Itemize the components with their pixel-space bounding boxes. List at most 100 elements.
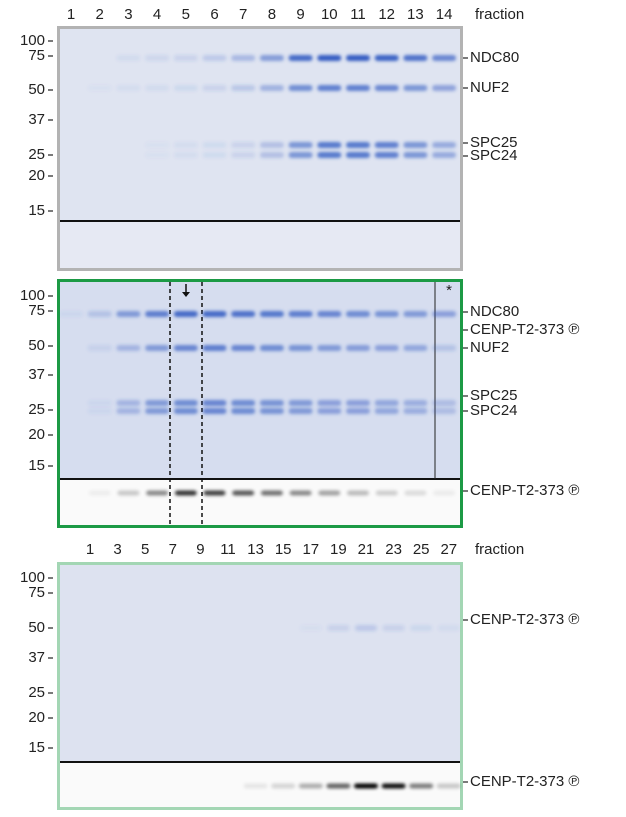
band: [202, 345, 227, 351]
band: [87, 345, 112, 351]
band-label: CENP-T2-373 ℗: [470, 611, 579, 628]
band: [403, 408, 428, 414]
band: [382, 625, 405, 631]
lane-label: 7: [239, 6, 247, 23]
band-label: SPC25: [470, 134, 518, 151]
band: [202, 152, 227, 158]
band: [374, 152, 399, 158]
lane-label: 10: [321, 6, 338, 23]
lane-label: 1: [86, 541, 94, 558]
band: [403, 152, 428, 158]
band-label: NDC80: [470, 303, 519, 320]
band: [203, 490, 226, 496]
band: [259, 142, 284, 148]
marker-label: 15: [28, 739, 45, 756]
band: [432, 311, 457, 317]
lane-label: 6: [210, 6, 218, 23]
band: [298, 783, 323, 789]
band: [173, 345, 198, 351]
lane-label: 3: [113, 541, 121, 558]
band: [116, 408, 141, 414]
band: [173, 55, 198, 61]
lane-label: 12: [378, 6, 395, 23]
band: [432, 408, 457, 414]
band: [403, 142, 428, 148]
band: [202, 311, 227, 317]
band: [381, 783, 406, 789]
lane-label: 21: [358, 541, 375, 558]
band: [259, 408, 284, 414]
band: [173, 152, 198, 158]
lane-label: 1: [67, 6, 75, 23]
marker-label: 37: [28, 111, 45, 128]
band: [202, 142, 227, 148]
band: [145, 152, 169, 158]
marker-label: 25: [28, 684, 45, 701]
band: [202, 85, 227, 91]
blot: [59, 480, 461, 525]
band-label: SPC24: [470, 402, 518, 419]
band: [346, 142, 370, 148]
band: [432, 400, 457, 406]
band: [346, 400, 370, 406]
band: [374, 345, 399, 351]
marker-label: 100: [20, 287, 45, 304]
lane-label: 19: [330, 541, 347, 558]
band-label: SPC24: [470, 147, 518, 164]
marker-label: 75: [28, 302, 45, 319]
band: [288, 400, 313, 406]
marker-label: 75: [28, 584, 45, 601]
marker-label: 50: [28, 337, 45, 354]
gel: [59, 565, 461, 761]
band: [145, 408, 170, 414]
band: [116, 400, 141, 406]
band: [403, 55, 428, 61]
band: [432, 152, 457, 158]
band: [259, 400, 284, 406]
band: [117, 490, 140, 496]
band: [326, 783, 351, 789]
band: [288, 85, 313, 91]
band: [403, 311, 428, 317]
lane-label: 7: [169, 541, 177, 558]
band: [327, 625, 350, 631]
band: [145, 55, 170, 61]
band-label: SPC25: [470, 387, 518, 404]
band: [173, 400, 198, 406]
band: [231, 85, 256, 91]
band: [317, 400, 342, 406]
lane-label: 11: [220, 541, 236, 558]
band: [145, 142, 169, 148]
marker-label: 25: [28, 401, 45, 418]
band: [174, 490, 197, 496]
band: [288, 311, 313, 317]
band: [347, 490, 369, 496]
band: [87, 311, 112, 317]
band: [318, 490, 341, 496]
band: [374, 55, 399, 61]
lane-label: 25: [413, 541, 430, 558]
band: [300, 625, 322, 631]
panel-border: [57, 26, 463, 271]
marker-label: 20: [28, 709, 45, 726]
band: [146, 490, 169, 496]
band: [433, 490, 456, 496]
marker-label: 50: [28, 81, 45, 98]
band: [259, 55, 284, 61]
band: [232, 490, 255, 496]
band: [289, 490, 312, 496]
band: [432, 345, 457, 351]
band: [87, 400, 112, 406]
band: [374, 311, 399, 317]
band: [145, 400, 170, 406]
marker-label: 20: [28, 167, 45, 184]
marker-label: 50: [28, 619, 45, 636]
panel-border: [57, 562, 463, 810]
lanes-title: fraction: [475, 541, 524, 558]
lane-label: 2: [96, 6, 104, 23]
band: [259, 85, 284, 91]
band-label: CENP-T2-373 ℗: [470, 482, 579, 499]
band: [231, 400, 256, 406]
band: [346, 55, 370, 61]
